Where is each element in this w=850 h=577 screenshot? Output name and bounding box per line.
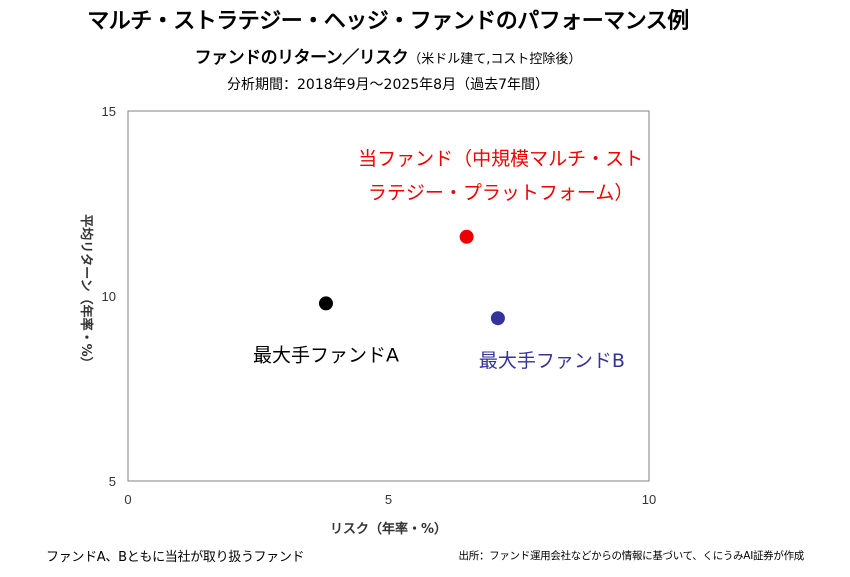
y-axis-ticks: 5 10 15 [102,104,116,489]
y-tick-label: 15 [102,104,116,119]
data-point [490,311,505,326]
data-points [318,229,505,326]
analysis-period: 分析期間：2018年9月～2025年8月（過去7年間） [227,77,549,93]
x-axis-title: リスク（年率・%） [330,521,447,537]
data-label: 最大手ファンドA [253,344,399,366]
x-tick-label: 0 [124,492,131,507]
data-labels: 最大手ファンドA 最大手ファンドB 当ファンド（中規模マルチ・ストラテジー・プラット… [253,148,643,372]
data-label: 最大手ファンドB [479,350,625,372]
chart-subtitle: ファンドのリターン／リスク（米ドル建て,コスト控除後） [0,43,776,68]
x-tick-label: 10 [642,492,656,507]
y-tick-label: 10 [102,289,116,304]
plot-area [127,110,650,482]
data-point [318,296,333,311]
source-note: 出所：ファンド運用会社などからの情報に基づいて、くにうみAI証券が作成 [458,550,805,562]
data-label: 当ファンド（中規模マルチ・スト [358,148,643,170]
chart-title: マルチ・ストラテジー・ヘッジ・ファンドのパフォーマンス例 [87,9,689,34]
data-point [459,229,474,244]
x-tick-label: 5 [385,492,392,507]
footnote-funds: ファンドA、Bともに当社が取り扱うファンド [46,550,305,565]
x-axis-ticks: 0 5 10 [124,492,656,507]
y-axis-title: 平均リターン（年率・%） [78,214,94,369]
subtitle-main: ファンドのリターン／リスク [194,48,409,68]
y-tick-label: 5 [109,474,116,489]
data-label: ラテジー・プラットフォーム） [368,182,633,204]
subtitle-note: （米ドル建て,コスト控除後） [408,52,582,67]
